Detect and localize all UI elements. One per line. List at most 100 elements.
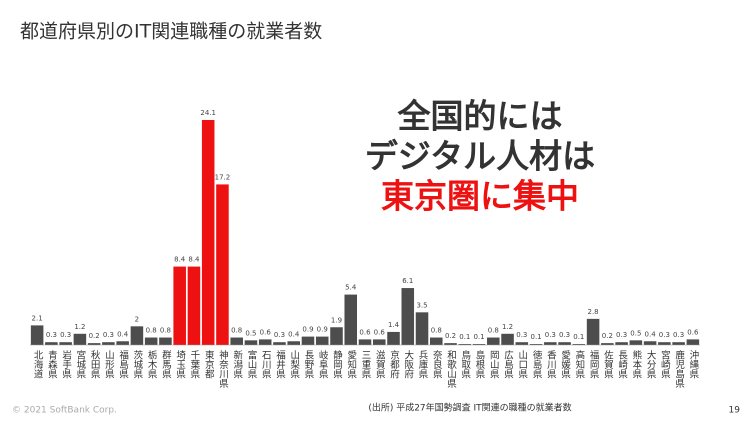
source: (出所) 平成27年国勢調査 IT関連の職種の就業者数 — [368, 402, 571, 414]
value-label: 1.2 — [502, 323, 513, 331]
value-label: 0.6 — [260, 328, 272, 336]
value-label: 3.5 — [416, 301, 427, 309]
bar — [401, 288, 415, 345]
bar — [130, 326, 144, 345]
value-label: 2 — [135, 315, 139, 323]
bar — [216, 184, 229, 345]
value-label: 2.1 — [32, 314, 43, 322]
x-tick-label: 広島県 — [502, 349, 514, 379]
x-tick-label: 島根県 — [474, 349, 486, 379]
bar — [73, 333, 87, 345]
value-label: 0.6 — [374, 328, 386, 336]
bar — [658, 342, 671, 345]
x-tick-label: 宮城県 — [74, 349, 86, 379]
value-label: 0.1 — [530, 333, 541, 341]
value-label: 0.8 — [146, 327, 157, 335]
bar — [301, 336, 315, 345]
value-label: 0.8 — [160, 327, 171, 335]
value-label: 0.9 — [302, 326, 313, 334]
value-label: 5.4 — [345, 284, 357, 292]
value-label: 0.8 — [231, 327, 242, 335]
x-tick-label: 宮崎県 — [659, 349, 671, 379]
bar — [672, 342, 685, 345]
bar — [30, 325, 44, 345]
x-tick-label: 香川県 — [545, 350, 557, 379]
bar — [244, 340, 258, 345]
x-tick-label: 栃木県 — [146, 349, 158, 379]
x-tick-label: 山梨県 — [288, 350, 300, 379]
x-tick-label: 三重県 — [360, 350, 372, 379]
bar — [501, 333, 514, 345]
bar — [315, 336, 329, 345]
value-label: 0.1 — [459, 333, 470, 341]
value-label: 0.3 — [659, 331, 670, 339]
value-label: 1.9 — [331, 316, 342, 324]
x-tick-label: 鳥取県 — [459, 349, 471, 379]
bar — [344, 294, 358, 345]
value-label: 0.3 — [616, 331, 627, 339]
value-label: 2.8 — [588, 308, 599, 316]
value-label: 17.2 — [215, 173, 231, 181]
bar — [258, 339, 272, 345]
bar — [586, 318, 600, 345]
slide-title: 都道府県別のIT関連職種の就業者数 — [20, 21, 322, 43]
value-label: 0.4 — [288, 330, 300, 338]
x-tick-label: 埼玉県 — [174, 349, 186, 379]
x-tick-label: 滋賀県 — [374, 349, 386, 379]
bar — [102, 342, 115, 345]
callout-line: 全国的には — [397, 97, 563, 136]
bar — [544, 342, 557, 345]
x-tick-label: 群馬県 — [160, 349, 172, 379]
x-tick-label: 熊本県 — [630, 349, 642, 379]
bar — [159, 337, 172, 345]
bar — [529, 344, 543, 345]
value-label: 0.3 — [516, 331, 527, 339]
bar — [686, 339, 700, 345]
x-tick-label: 茨城県 — [131, 349, 143, 379]
x-tick-label: 山形県 — [103, 350, 115, 379]
value-label: 0.3 — [673, 331, 684, 339]
bar — [615, 342, 628, 345]
callout-line: 東京圏に集中 — [381, 177, 579, 216]
copyright: © 2021 SoftBank Corp. — [12, 406, 117, 416]
x-tick-label: 佐賀県 — [602, 349, 614, 379]
value-label: 1.4 — [388, 321, 400, 329]
x-tick-label: 愛媛県 — [559, 349, 571, 379]
x-tick-label: 京都府 — [388, 349, 400, 379]
value-label: 6.1 — [402, 277, 413, 285]
bar — [87, 343, 101, 345]
bar — [629, 340, 643, 345]
bar — [515, 342, 529, 345]
x-tick-label: 石川県 — [260, 350, 272, 379]
value-label: 0.1 — [573, 333, 584, 341]
value-label: 0.5 — [630, 329, 641, 337]
value-label: 8.4 — [188, 256, 200, 264]
x-tick-label: 福井県 — [274, 349, 286, 379]
bar — [458, 344, 472, 345]
value-label: 0.2 — [89, 332, 100, 340]
value-label: 0.3 — [559, 331, 570, 339]
x-tick-label: 岩手県 — [60, 349, 72, 379]
x-tick-label: 東京都 — [203, 349, 215, 379]
page-number: 19 — [729, 406, 741, 416]
bar — [187, 266, 201, 345]
x-tick-label: 愛知県 — [345, 349, 357, 379]
value-label: 0.8 — [431, 327, 442, 335]
x-tick-label: 和歌山県 — [445, 350, 457, 389]
bar — [387, 331, 400, 345]
bar — [59, 342, 72, 345]
x-tick-label: 兵庫県 — [417, 349, 429, 379]
bar — [358, 339, 372, 345]
x-tick-label: 長崎県 — [616, 350, 628, 379]
value-label: 0.8 — [488, 327, 499, 335]
bar — [116, 341, 129, 345]
bar — [601, 343, 614, 345]
bar — [487, 337, 500, 345]
bar — [330, 327, 343, 345]
x-tick-label: 長野県 — [302, 350, 314, 379]
value-label: 0.5 — [245, 329, 256, 337]
x-tick-label: 青森県 — [46, 349, 58, 379]
x-tick-label: 岐阜県 — [317, 349, 329, 379]
value-label: 0.3 — [46, 331, 57, 339]
